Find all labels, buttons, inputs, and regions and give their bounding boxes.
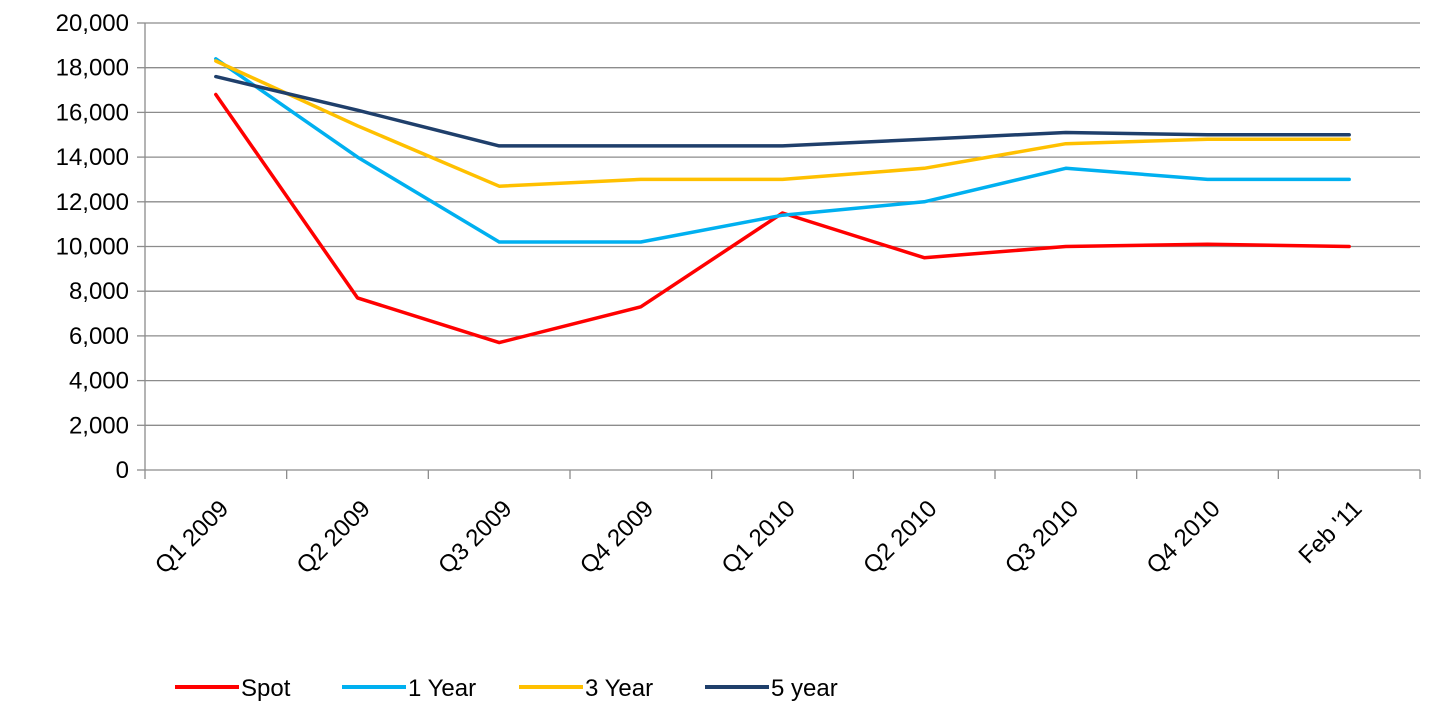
legend-item-1-year: 1 Year [342,675,476,702]
x-tick-label: Q2 2010 [858,495,942,579]
legend: Spot 1 Year 3 Year 5 year [175,675,838,702]
y-tick-label: 8,000 [69,278,129,305]
legend-item-5-year: 5 year [705,675,838,702]
y-tick-label: 12,000 [56,189,129,216]
y-tick-label: 0 [116,457,129,484]
y-tick-label: 4,000 [69,368,129,395]
x-tick-label: Q4 2010 [1142,495,1226,579]
legend-item-spot: Spot [175,675,291,702]
x-axis-tick-labels: Q1 2009 Q2 2009 Q3 2009 Q4 2009 Q1 2010 Q2 20… [150,495,1368,579]
gridlines [145,22,1420,426]
legend-label: 5 year [771,675,838,702]
x-tick-label: Q3 2009 [433,495,517,579]
axes [137,22,1421,479]
series-line-spot [214,92,1351,345]
x-tick-label: Q4 2009 [575,495,659,579]
y-tick-label: 2,000 [69,412,129,439]
y-tick-label: 6,000 [69,323,129,350]
y-tick-label: 14,000 [56,144,129,171]
series-line-5-year [214,74,1351,148]
series-line-1-year [214,57,1351,244]
y-tick-label: 18,000 [56,55,129,82]
x-tick-label: Q2 2009 [292,495,376,579]
series-line-3-year [214,59,1351,188]
y-tick-label: 20,000 [56,10,129,37]
x-tick-label: Feb '11 [1293,495,1367,569]
y-tick-label: 10,000 [56,234,129,261]
x-tick-label: Q1 2010 [717,495,801,579]
legend-label: 1 Year [408,675,476,702]
legend-label: 3 Year [585,675,653,702]
y-tick-label: 16,000 [56,99,129,126]
x-tick-label: Q1 2009 [150,495,234,579]
series-lines [214,57,1351,345]
y-axis-tick-labels: 0 2,000 4,000 6,000 8,000 10,000 12,000 14,000 1… [56,10,129,484]
legend-item-3-year: 3 Year [519,675,653,702]
x-tick-label: Q3 2010 [1000,495,1084,579]
legend-label: Spot [241,675,291,702]
